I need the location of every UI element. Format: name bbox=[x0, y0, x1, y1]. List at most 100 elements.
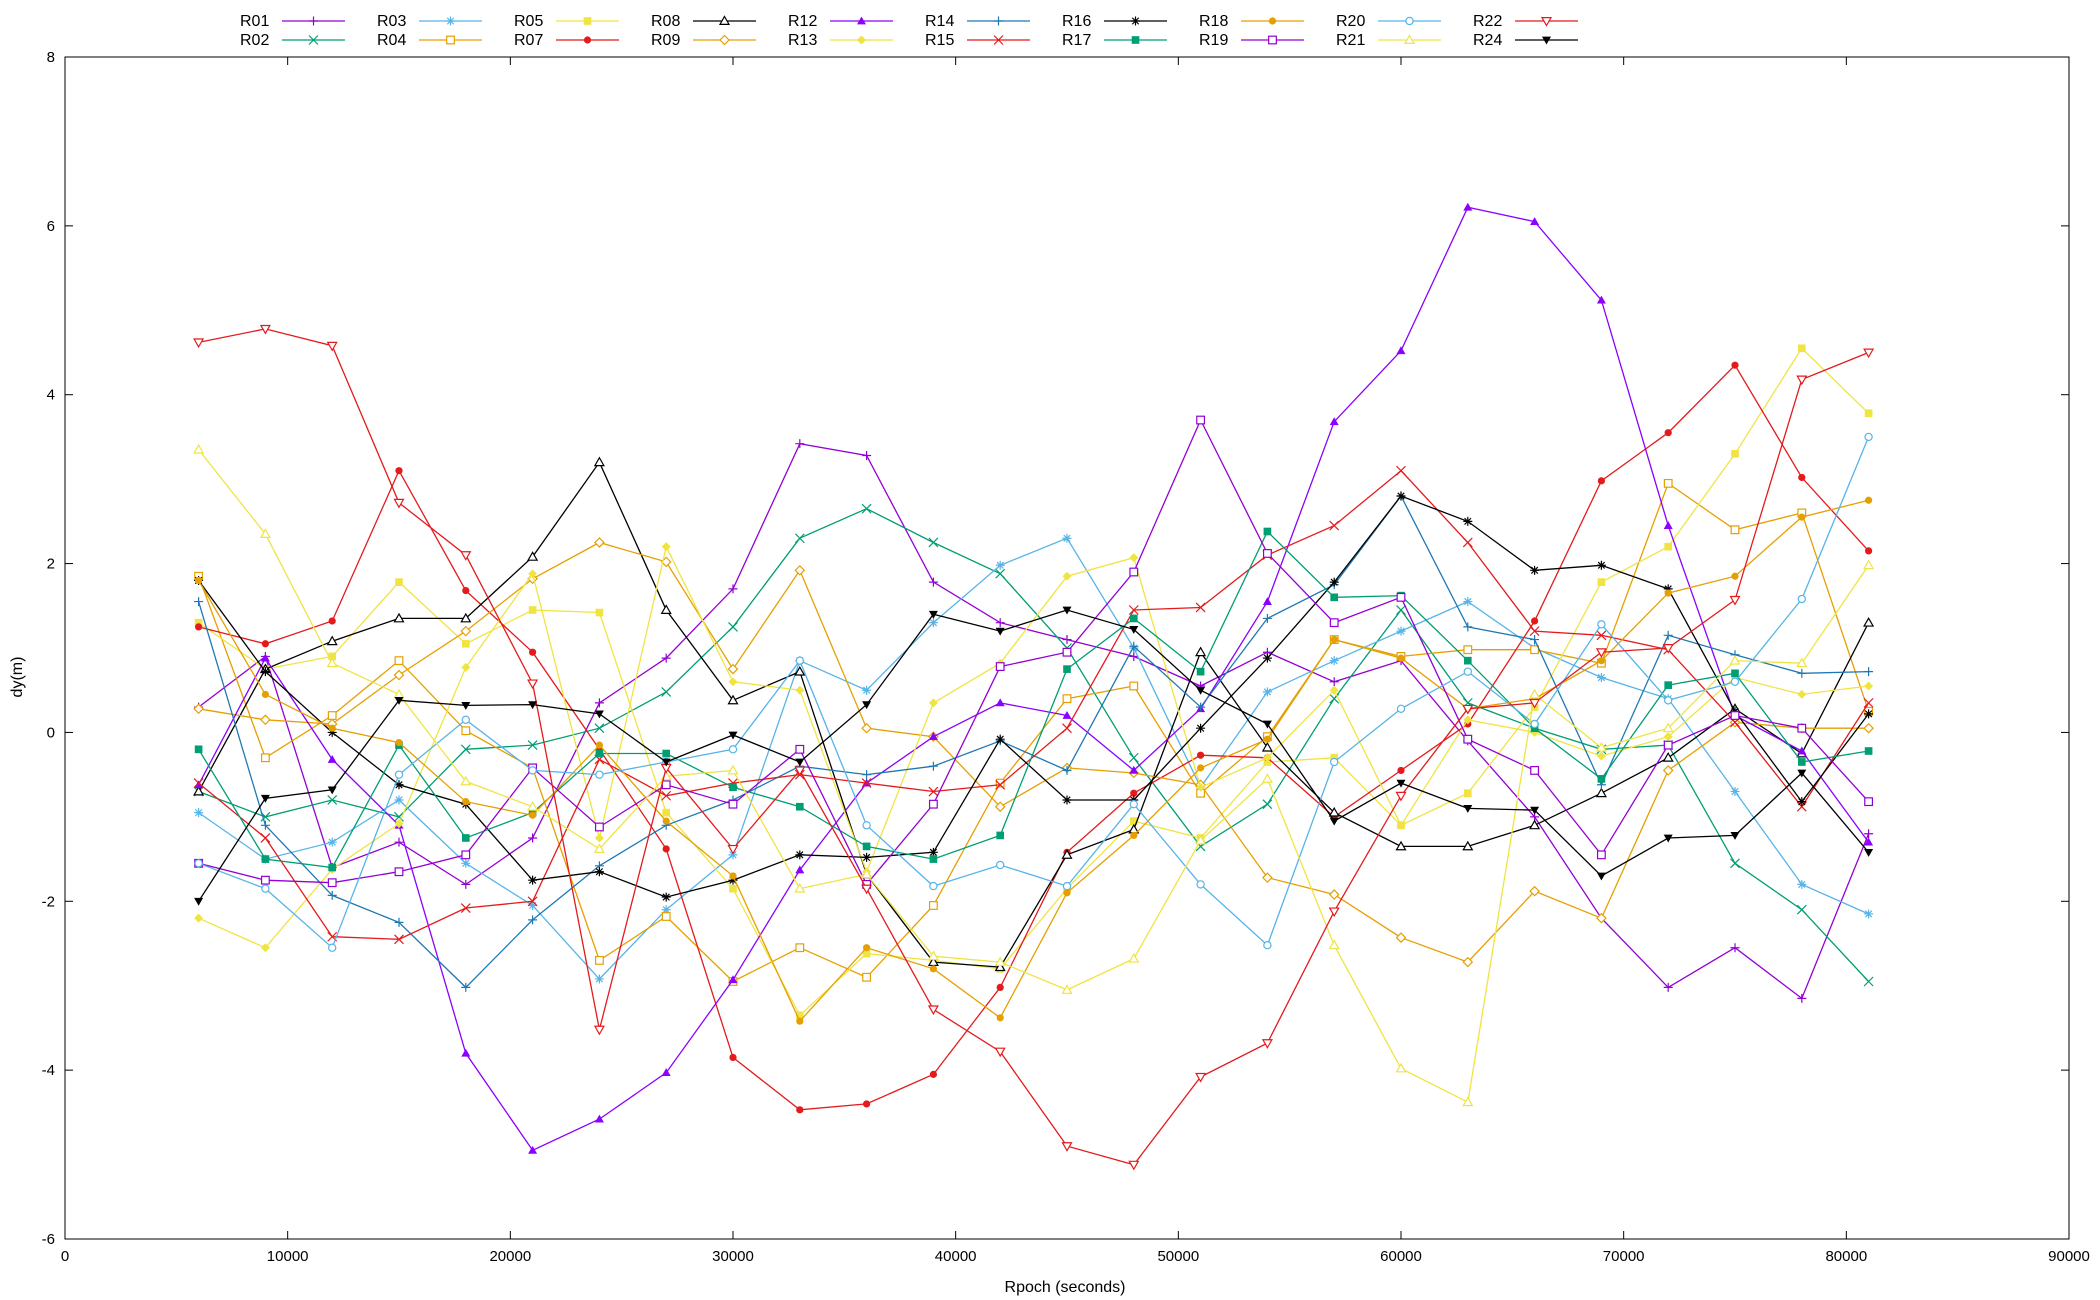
data-point bbox=[727, 663, 739, 675]
data-point bbox=[1730, 787, 1740, 797]
data-point bbox=[662, 749, 671, 758]
legend-item-r16: R16 bbox=[1062, 13, 1167, 30]
data-point bbox=[661, 912, 671, 921]
data-point bbox=[727, 694, 739, 705]
data-point bbox=[1329, 656, 1339, 666]
series-line bbox=[198, 469, 1870, 940]
data-point bbox=[794, 564, 806, 576]
x-tick-label: 30000 bbox=[712, 1248, 754, 1265]
data-point bbox=[462, 586, 470, 595]
data-point bbox=[261, 640, 269, 648]
legend-label: R24 bbox=[1473, 32, 1502, 49]
data-point bbox=[326, 657, 338, 668]
data-point bbox=[795, 744, 805, 754]
data-point bbox=[995, 618, 1005, 628]
data-point bbox=[260, 820, 270, 830]
legend-label: R04 bbox=[377, 32, 406, 49]
legend-label: R18 bbox=[1199, 13, 1228, 30]
data-point bbox=[594, 822, 604, 832]
data-point bbox=[528, 833, 538, 843]
data-point bbox=[1865, 496, 1873, 504]
data-point bbox=[1263, 940, 1272, 950]
data-point bbox=[796, 1106, 804, 1114]
legend-marker bbox=[1268, 17, 1277, 25]
data-point bbox=[328, 652, 337, 661]
data-point bbox=[661, 758, 671, 767]
data-point bbox=[728, 975, 738, 984]
data-point bbox=[1595, 741, 1607, 752]
data-point bbox=[928, 901, 938, 910]
legend-label: R05 bbox=[514, 13, 543, 30]
data-point bbox=[862, 949, 871, 958]
legend-item-r07: R07 bbox=[514, 32, 619, 49]
legend-item-r03: R03 bbox=[377, 13, 482, 30]
data-point bbox=[394, 780, 404, 790]
data-point bbox=[995, 734, 1005, 744]
data-point bbox=[1463, 656, 1472, 665]
legend-item-r24: R24 bbox=[1473, 32, 1578, 49]
legend-label: R22 bbox=[1473, 13, 1502, 30]
data-point bbox=[861, 868, 873, 879]
data-point bbox=[662, 808, 671, 817]
data-point bbox=[194, 618, 203, 627]
data-point bbox=[1529, 688, 1541, 699]
data-point bbox=[1063, 665, 1071, 673]
legend-label: R01 bbox=[240, 13, 269, 30]
data-point bbox=[1062, 795, 1072, 805]
legend-label: R13 bbox=[788, 32, 817, 49]
legend-marker bbox=[994, 16, 1003, 26]
data-point bbox=[862, 685, 872, 695]
data-point bbox=[794, 882, 806, 893]
data-point bbox=[1330, 635, 1338, 644]
data-point bbox=[928, 610, 938, 619]
data-point bbox=[1329, 677, 1339, 687]
data-point bbox=[661, 892, 671, 902]
data-point bbox=[929, 881, 938, 891]
legend-item-r14: R14 bbox=[925, 13, 1030, 30]
data-point bbox=[662, 845, 670, 853]
legend-label: R16 bbox=[1062, 13, 1091, 30]
data-point bbox=[1129, 641, 1139, 651]
data-point bbox=[795, 439, 805, 449]
data-point bbox=[1797, 689, 1807, 699]
legend-label: R02 bbox=[240, 32, 269, 49]
data-point bbox=[1463, 622, 1473, 632]
legend-marker bbox=[718, 15, 731, 25]
data-point bbox=[395, 738, 403, 747]
data-point bbox=[1864, 797, 1874, 807]
data-point bbox=[1798, 473, 1806, 482]
data-point bbox=[1530, 645, 1540, 655]
data-point bbox=[1329, 577, 1339, 587]
data-point bbox=[393, 498, 405, 509]
data-point bbox=[862, 821, 871, 830]
data-point bbox=[862, 770, 872, 780]
data-point bbox=[1262, 597, 1272, 605]
data-point bbox=[1062, 647, 1072, 657]
series-line bbox=[198, 206, 1870, 1152]
series-line bbox=[198, 530, 1869, 869]
data-point bbox=[1462, 537, 1473, 548]
data-point bbox=[1864, 837, 1874, 846]
data-point bbox=[193, 778, 204, 789]
data-point bbox=[661, 780, 671, 790]
data-point bbox=[928, 537, 939, 548]
data-point bbox=[1863, 348, 1875, 359]
series-r17 bbox=[194, 527, 1873, 872]
legend-marker bbox=[857, 35, 866, 45]
data-point bbox=[1663, 982, 1673, 992]
legend-item-r22: R22 bbox=[1473, 13, 1578, 30]
data-point bbox=[393, 612, 405, 623]
data-point bbox=[1463, 789, 1472, 798]
series-r15 bbox=[193, 465, 1874, 945]
legend-item-r05: R05 bbox=[514, 13, 619, 30]
data-point bbox=[1731, 572, 1739, 580]
data-point bbox=[1730, 858, 1740, 869]
data-point bbox=[1864, 709, 1874, 719]
data-point bbox=[1663, 696, 1673, 705]
legend-label: R21 bbox=[1336, 32, 1365, 49]
data-point bbox=[861, 722, 872, 734]
legend-item-r18: R18 bbox=[1199, 13, 1304, 30]
axes: 0 10000 20000 30000 40000 50000 60000 70000 8000… bbox=[42, 49, 2090, 1265]
data-point bbox=[661, 1068, 671, 1077]
